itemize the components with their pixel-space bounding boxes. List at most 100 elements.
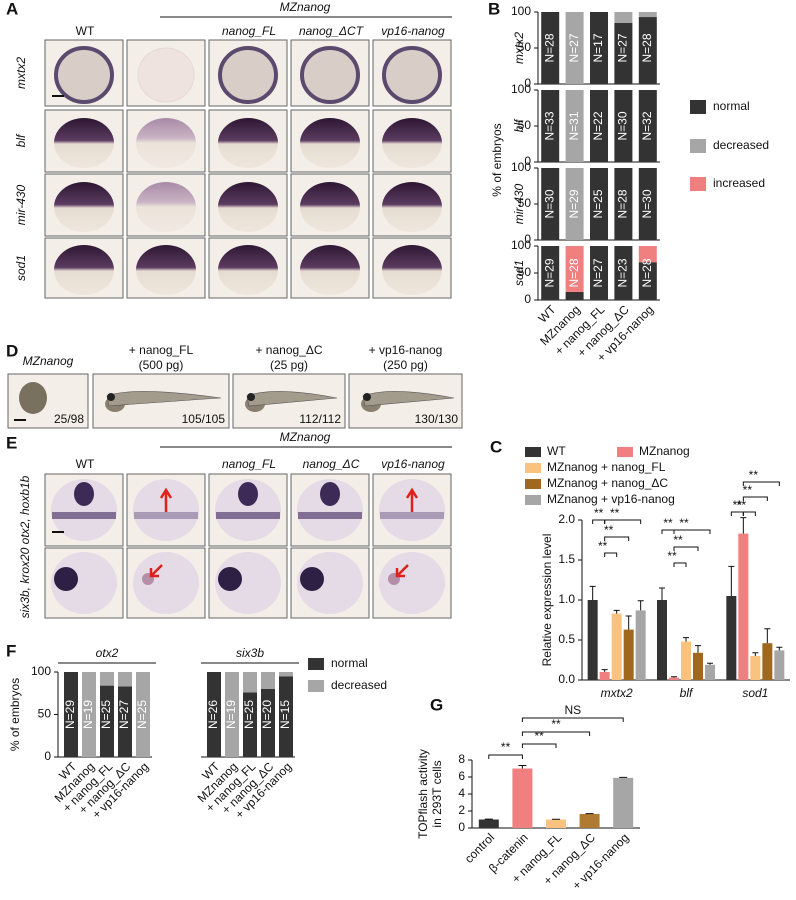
image-dose: (250 pg) — [383, 358, 428, 372]
stain-band — [52, 512, 116, 519]
bar-segment — [565, 168, 584, 240]
y-tick-label: 0 — [458, 820, 465, 834]
red-arrow — [395, 564, 409, 578]
image-label: + nanog_ΔC — [255, 343, 322, 357]
stain — [238, 482, 258, 506]
significance-bracket — [730, 511, 744, 516]
n-label: N=17 — [591, 33, 605, 62]
error-bar — [752, 652, 759, 656]
image-count: 130/130 — [415, 412, 459, 426]
larva-eye — [107, 393, 115, 401]
group-title: otx2 — [96, 646, 119, 660]
significance-bracket — [604, 519, 642, 524]
error-bar — [613, 609, 620, 614]
n-label: N=25 — [591, 189, 605, 218]
bar — [611, 613, 622, 680]
embryo — [136, 118, 196, 168]
panel-label: D — [6, 341, 18, 360]
y-tick-label: 50 — [518, 40, 532, 54]
significance-label: ** — [667, 549, 677, 563]
n-label: N=30 — [640, 189, 654, 218]
legend-swatch — [525, 463, 541, 473]
y-tick-label: 2 — [458, 803, 465, 817]
n-label: N=27 — [117, 700, 131, 729]
n-label: N=27 — [567, 33, 581, 62]
bar-segment — [64, 672, 78, 757]
n-label: N=19 — [224, 700, 238, 729]
significance-label: ** — [604, 523, 614, 537]
n-label: N=23 — [616, 258, 630, 287]
significance-bracket — [673, 562, 687, 567]
column-label: vp16-nanog — [381, 24, 445, 38]
y-tick-label: 0 — [524, 292, 531, 306]
panel-title: mir-430 — [512, 183, 526, 224]
legend-label: MZnanog + vp16-nanog — [547, 492, 675, 506]
bar — [669, 677, 679, 680]
embryo — [54, 182, 114, 232]
bar — [587, 600, 598, 680]
bar — [726, 596, 737, 680]
embryo — [297, 479, 363, 541]
column-label: nanog_FL — [222, 457, 276, 471]
panel-title: mxtx2 — [512, 32, 526, 64]
legend-label: WT — [547, 444, 566, 458]
bar — [579, 813, 600, 828]
panel-title: blf — [512, 118, 526, 132]
embryo — [215, 479, 281, 541]
significance-label: ** — [749, 468, 759, 482]
y-tick-label: 6 — [458, 769, 465, 783]
panel-label: A — [6, 0, 18, 18]
embryo — [137, 47, 195, 103]
embryo — [133, 552, 199, 614]
bar — [613, 777, 634, 828]
n-label: N=25 — [99, 700, 113, 729]
group-title: six3b — [236, 646, 264, 660]
n-label: N=15 — [278, 700, 292, 729]
error-bar — [740, 517, 747, 534]
embryo — [51, 479, 117, 541]
significance-label: ** — [673, 533, 683, 547]
embryo — [300, 46, 360, 104]
bar-segment — [638, 90, 657, 162]
embryo — [54, 118, 114, 168]
bar-segment — [100, 685, 114, 757]
bar-segment — [590, 246, 608, 300]
significance-bracket — [742, 496, 768, 501]
y-axis-label: % of embryos — [8, 678, 22, 751]
significance-label: ** — [594, 506, 604, 520]
legend-label: MZnanog — [639, 444, 690, 458]
bar-segment — [261, 689, 275, 757]
column-label: WT — [76, 24, 95, 38]
bar — [681, 641, 691, 680]
stain — [218, 567, 242, 591]
image-label: + nanog_FL — [129, 343, 194, 357]
embryo — [54, 46, 114, 104]
error-bar — [695, 645, 701, 653]
significance-label: ** — [743, 483, 753, 497]
panel-title: sod1 — [512, 260, 526, 286]
bar-segment — [638, 262, 657, 300]
column-label: nanog_ΔC — [303, 457, 360, 471]
n-label: N=26 — [206, 700, 220, 729]
bar-segment — [225, 672, 239, 757]
y-axis-label: Relative expression level — [540, 534, 554, 667]
n-label: N=19 — [81, 700, 95, 729]
n-label: N=32 — [640, 111, 654, 140]
panel-label: C — [490, 437, 502, 456]
embryo — [382, 46, 442, 104]
significance-label: NS — [564, 703, 581, 717]
y-tick-label: 100 — [511, 4, 531, 18]
image-label: + vp16-nanog — [369, 343, 443, 357]
bar-segment — [207, 672, 221, 757]
legend-swatch — [690, 100, 706, 114]
stain-band — [216, 512, 280, 519]
row-label: otx2, hoxb1b — [18, 475, 32, 544]
y-tick-label: 2.0 — [558, 512, 575, 526]
embryo — [136, 182, 196, 232]
panel-label: G — [430, 695, 443, 714]
significance-bracket — [742, 481, 780, 486]
error-bar — [683, 637, 689, 642]
y-tick-label: 1.0 — [558, 592, 575, 606]
n-label: N=29 — [63, 700, 77, 729]
image-count: 105/105 — [182, 412, 226, 426]
